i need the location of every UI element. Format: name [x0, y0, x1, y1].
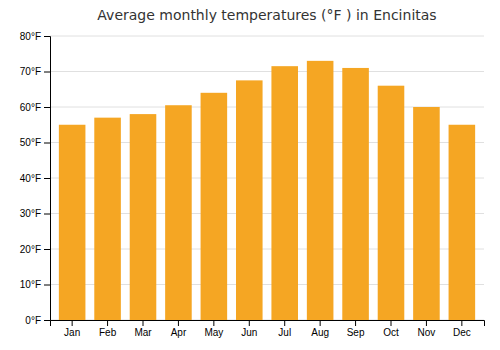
bar: [165, 105, 192, 320]
tick-mark: [391, 320, 392, 326]
tick-mark: [284, 320, 285, 326]
x-tick: Feb: [99, 320, 117, 338]
bar: [342, 68, 369, 320]
x-axis: Jan Feb Mar Apr May Jun Jul Aug Sep Oct Nov Dec: [51, 320, 485, 338]
x-tick: Sep: [347, 320, 365, 338]
chart-svg: Jan Feb Mar Apr May Jun Jul Aug Sep Oct Nov Dec 0°F 1…: [0, 0, 500, 350]
x-tick-label: Sep: [347, 327, 365, 338]
bar: [236, 80, 263, 320]
y-tick-label: 70°F: [20, 66, 41, 77]
y-tick-label: 30°F: [20, 208, 41, 219]
bar: [201, 93, 228, 320]
x-tick: Nov: [418, 320, 436, 338]
y-tick: 20°F: [20, 244, 50, 255]
tick-mark: [44, 320, 50, 321]
bar: [307, 61, 334, 320]
bar: [94, 118, 121, 320]
x-tick-label: Aug: [311, 327, 329, 338]
x-tick-label: Jun: [241, 327, 257, 338]
tick-mark: [249, 320, 250, 326]
x-tick-label: May: [204, 327, 223, 338]
tick-mark: [355, 320, 356, 326]
tick-mark: [44, 285, 50, 286]
grid-line: [50, 36, 484, 37]
tick-mark: [426, 320, 427, 326]
y-tick: 10°F: [20, 279, 50, 290]
y-tick: 70°F: [20, 66, 50, 77]
grid: [50, 36, 484, 320]
x-tick-label: Apr: [171, 327, 187, 338]
axis-line: [44, 37, 51, 321]
x-tick-label: Mar: [134, 327, 152, 338]
bars: [59, 61, 475, 320]
y-tick: 30°F: [20, 208, 50, 219]
x-tick: Jun: [241, 320, 257, 338]
y-tick-label: 80°F: [20, 31, 41, 42]
tick-mark: [461, 320, 462, 326]
x-tick: Apr: [171, 320, 187, 338]
tick-mark: [320, 320, 321, 326]
x-tick-label: Dec: [453, 327, 471, 338]
tick-mark: [213, 320, 214, 326]
tick-mark: [44, 36, 50, 37]
x-tick: Jan: [64, 320, 80, 338]
y-tick: 0°F: [25, 315, 50, 326]
grid-line: [50, 71, 484, 72]
x-tick: Mar: [134, 320, 152, 338]
x-tick: Jul: [278, 320, 291, 338]
x-tick-label: Jul: [278, 327, 291, 338]
x-tick: Oct: [383, 320, 399, 338]
y-tick-label: 50°F: [20, 137, 41, 148]
bar: [59, 125, 86, 320]
x-tick-label: Oct: [383, 327, 399, 338]
y-tick: 50°F: [20, 137, 50, 148]
bar: [130, 114, 157, 320]
y-tick-label: 40°F: [20, 173, 41, 184]
x-tick-label: Feb: [99, 327, 117, 338]
tick-mark: [143, 320, 144, 326]
x-tick: May: [204, 320, 223, 338]
tick-mark: [44, 143, 50, 144]
tick-mark: [44, 249, 50, 250]
tick-mark: [44, 72, 50, 73]
y-tick-label: 10°F: [20, 279, 41, 290]
tick-mark: [72, 320, 73, 326]
bar: [271, 66, 298, 320]
y-tick: 40°F: [20, 173, 50, 184]
tick-mark: [178, 320, 179, 326]
bar: [449, 125, 476, 320]
x-tick: Dec: [453, 320, 471, 338]
y-tick: 80°F: [20, 31, 50, 42]
x-tick: Aug: [311, 320, 329, 338]
x-tick-label: Nov: [418, 327, 436, 338]
chart-container: Jan Feb Mar Apr May Jun Jul Aug Sep Oct Nov Dec 0°F 1…: [0, 0, 500, 350]
tick-mark: [107, 320, 108, 326]
tick-mark: [44, 178, 50, 179]
bar: [413, 107, 440, 320]
bar: [378, 86, 405, 320]
y-tick: 60°F: [20, 102, 50, 113]
y-axis: 0°F 10°F 20°F 30°F 40°F 50°F 60°F 70°F 80°F: [20, 31, 51, 326]
y-tick-label: 20°F: [20, 244, 41, 255]
y-tick-label: 0°F: [25, 315, 41, 326]
tick-mark: [44, 214, 50, 215]
tick-mark: [44, 107, 50, 108]
axis-line: [51, 321, 485, 327]
x-tick-label: Jan: [64, 327, 80, 338]
y-tick-label: 60°F: [20, 102, 41, 113]
title: Average monthly temperatures (°F ) in En…: [97, 7, 436, 23]
